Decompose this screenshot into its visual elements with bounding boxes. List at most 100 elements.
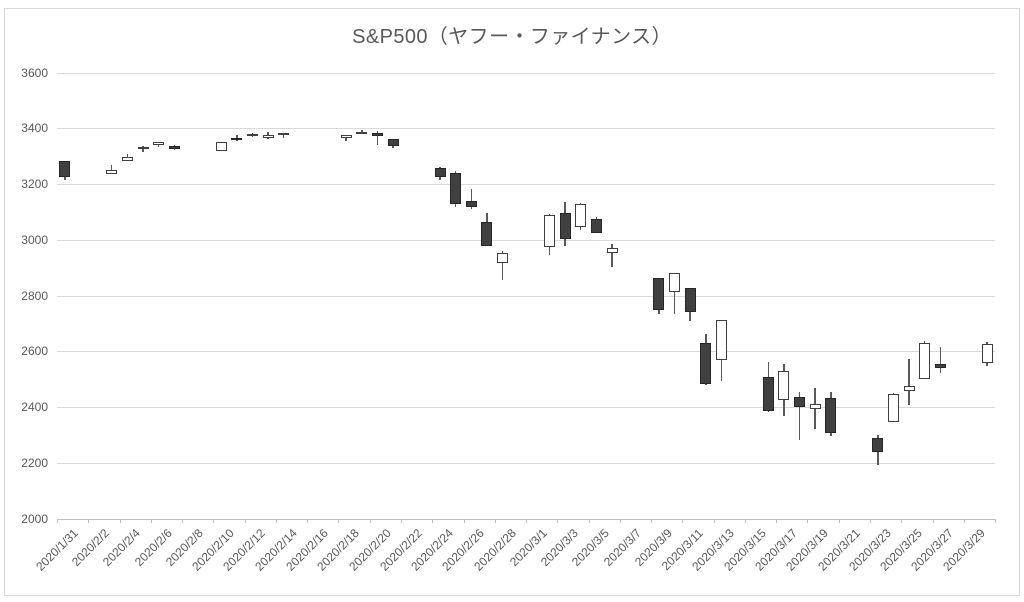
gridline xyxy=(57,407,995,408)
x-axis-tick xyxy=(494,518,496,523)
candle-body-up xyxy=(575,203,587,227)
x-axis-tick xyxy=(307,518,309,523)
candle-body-down xyxy=(387,139,399,146)
candle-body-down xyxy=(434,167,446,177)
gridline xyxy=(57,351,995,353)
candle-body-down xyxy=(700,342,712,385)
candle-body-down xyxy=(684,288,696,312)
y-axis-tick-label: 3600 xyxy=(21,65,48,80)
candle-body-up xyxy=(246,133,258,137)
candle-body-up xyxy=(919,342,931,379)
x-axis-tick xyxy=(88,518,90,523)
candle-body-up xyxy=(778,371,790,400)
x-axis-tick xyxy=(869,518,871,523)
candle-body-up xyxy=(497,252,509,263)
y-axis-tick-label: 2000 xyxy=(21,511,48,526)
candle-body-up xyxy=(262,135,274,138)
x-axis-tick xyxy=(338,518,340,523)
y-axis-tick-label: 2600 xyxy=(21,344,48,359)
x-axis-tick xyxy=(588,518,590,523)
candle-body-up xyxy=(215,141,227,151)
gridline xyxy=(57,239,995,241)
candle-body-up xyxy=(715,320,727,360)
gridline xyxy=(57,462,995,464)
candle-wick xyxy=(470,188,473,210)
x-axis-tick xyxy=(932,518,934,523)
x-axis-tick xyxy=(213,518,215,523)
candle-body-up xyxy=(606,247,618,253)
x-axis-tick xyxy=(57,518,58,523)
y-axis-tick-label: 2400 xyxy=(21,400,48,414)
candle-body-up xyxy=(887,393,899,423)
candle-body-up xyxy=(356,131,368,135)
x-axis-tick-label: 2020/1/31 xyxy=(33,525,81,574)
x-axis-tick xyxy=(150,518,152,523)
candle-body-up xyxy=(153,142,165,145)
y-axis-tick-label: 3200 xyxy=(21,177,48,191)
x-axis-tick xyxy=(275,518,277,523)
candle-body-up xyxy=(544,214,555,247)
x-axis-tick xyxy=(682,518,684,523)
candle-body-down xyxy=(372,133,383,136)
candle-wick xyxy=(611,243,613,268)
candle-body-down xyxy=(762,376,774,411)
candle-wick xyxy=(814,388,816,430)
candle-body-up xyxy=(809,404,821,409)
x-axis-tick xyxy=(838,518,840,523)
x-axis-tick xyxy=(744,518,746,523)
candle-body-down xyxy=(559,212,571,239)
gridline xyxy=(57,295,995,297)
candle-wick xyxy=(110,164,113,174)
candle-body-down xyxy=(465,200,477,208)
candle-body-down xyxy=(59,161,71,177)
candle-body-up xyxy=(903,385,915,391)
x-axis-tick xyxy=(995,518,996,523)
candle-body-up xyxy=(981,343,993,363)
y-axis-tick-label: 3000 xyxy=(21,232,48,247)
gridline xyxy=(57,128,995,130)
x-axis-tick xyxy=(901,518,903,523)
chart-title: S&P500（ヤフー・ファイナンス） xyxy=(352,26,672,48)
candle-wick xyxy=(908,359,910,405)
x-axis-tick xyxy=(776,518,778,523)
x-axis-tick xyxy=(432,518,434,523)
candle-wick xyxy=(798,392,801,441)
candle-wick xyxy=(376,131,379,145)
candle-body-down xyxy=(481,222,493,246)
x-axis-tick xyxy=(807,518,809,523)
candle-body-down xyxy=(450,173,462,204)
x-axis-tick xyxy=(713,518,715,523)
gridline xyxy=(57,72,995,74)
x-axis-tick xyxy=(963,518,965,523)
candle-wick xyxy=(939,346,942,374)
x-axis-tick xyxy=(651,518,653,523)
candle-body-down xyxy=(872,437,884,453)
y-axis-tick-label: 2200 xyxy=(21,455,48,470)
candle-body-down xyxy=(934,363,946,368)
candle-body-down xyxy=(825,398,837,434)
x-axis-tick xyxy=(526,518,527,523)
candle-body-down xyxy=(231,137,243,141)
candle-body-up xyxy=(278,132,290,136)
candle-wick xyxy=(501,251,504,280)
candle-body-up xyxy=(121,156,133,162)
candle-wick xyxy=(673,272,676,314)
candle-body-up xyxy=(669,272,680,292)
candle-body-down xyxy=(168,146,180,149)
candle-body-down xyxy=(653,277,665,311)
candle-body-up xyxy=(137,146,149,150)
candle-body-up xyxy=(340,135,352,138)
x-axis-tick xyxy=(119,518,121,523)
x-axis-tick xyxy=(463,518,465,523)
candle-body-up xyxy=(106,170,118,175)
x-axis-tick xyxy=(244,518,246,523)
chart-border[interactable] xyxy=(4,8,1020,596)
candle-wick xyxy=(282,133,285,138)
x-axis-tick xyxy=(182,518,184,523)
x-axis-tick xyxy=(400,518,402,523)
y-axis-tick-label: 3400 xyxy=(21,121,48,136)
candle-body-down xyxy=(794,396,806,408)
x-axis-tick xyxy=(557,518,559,523)
